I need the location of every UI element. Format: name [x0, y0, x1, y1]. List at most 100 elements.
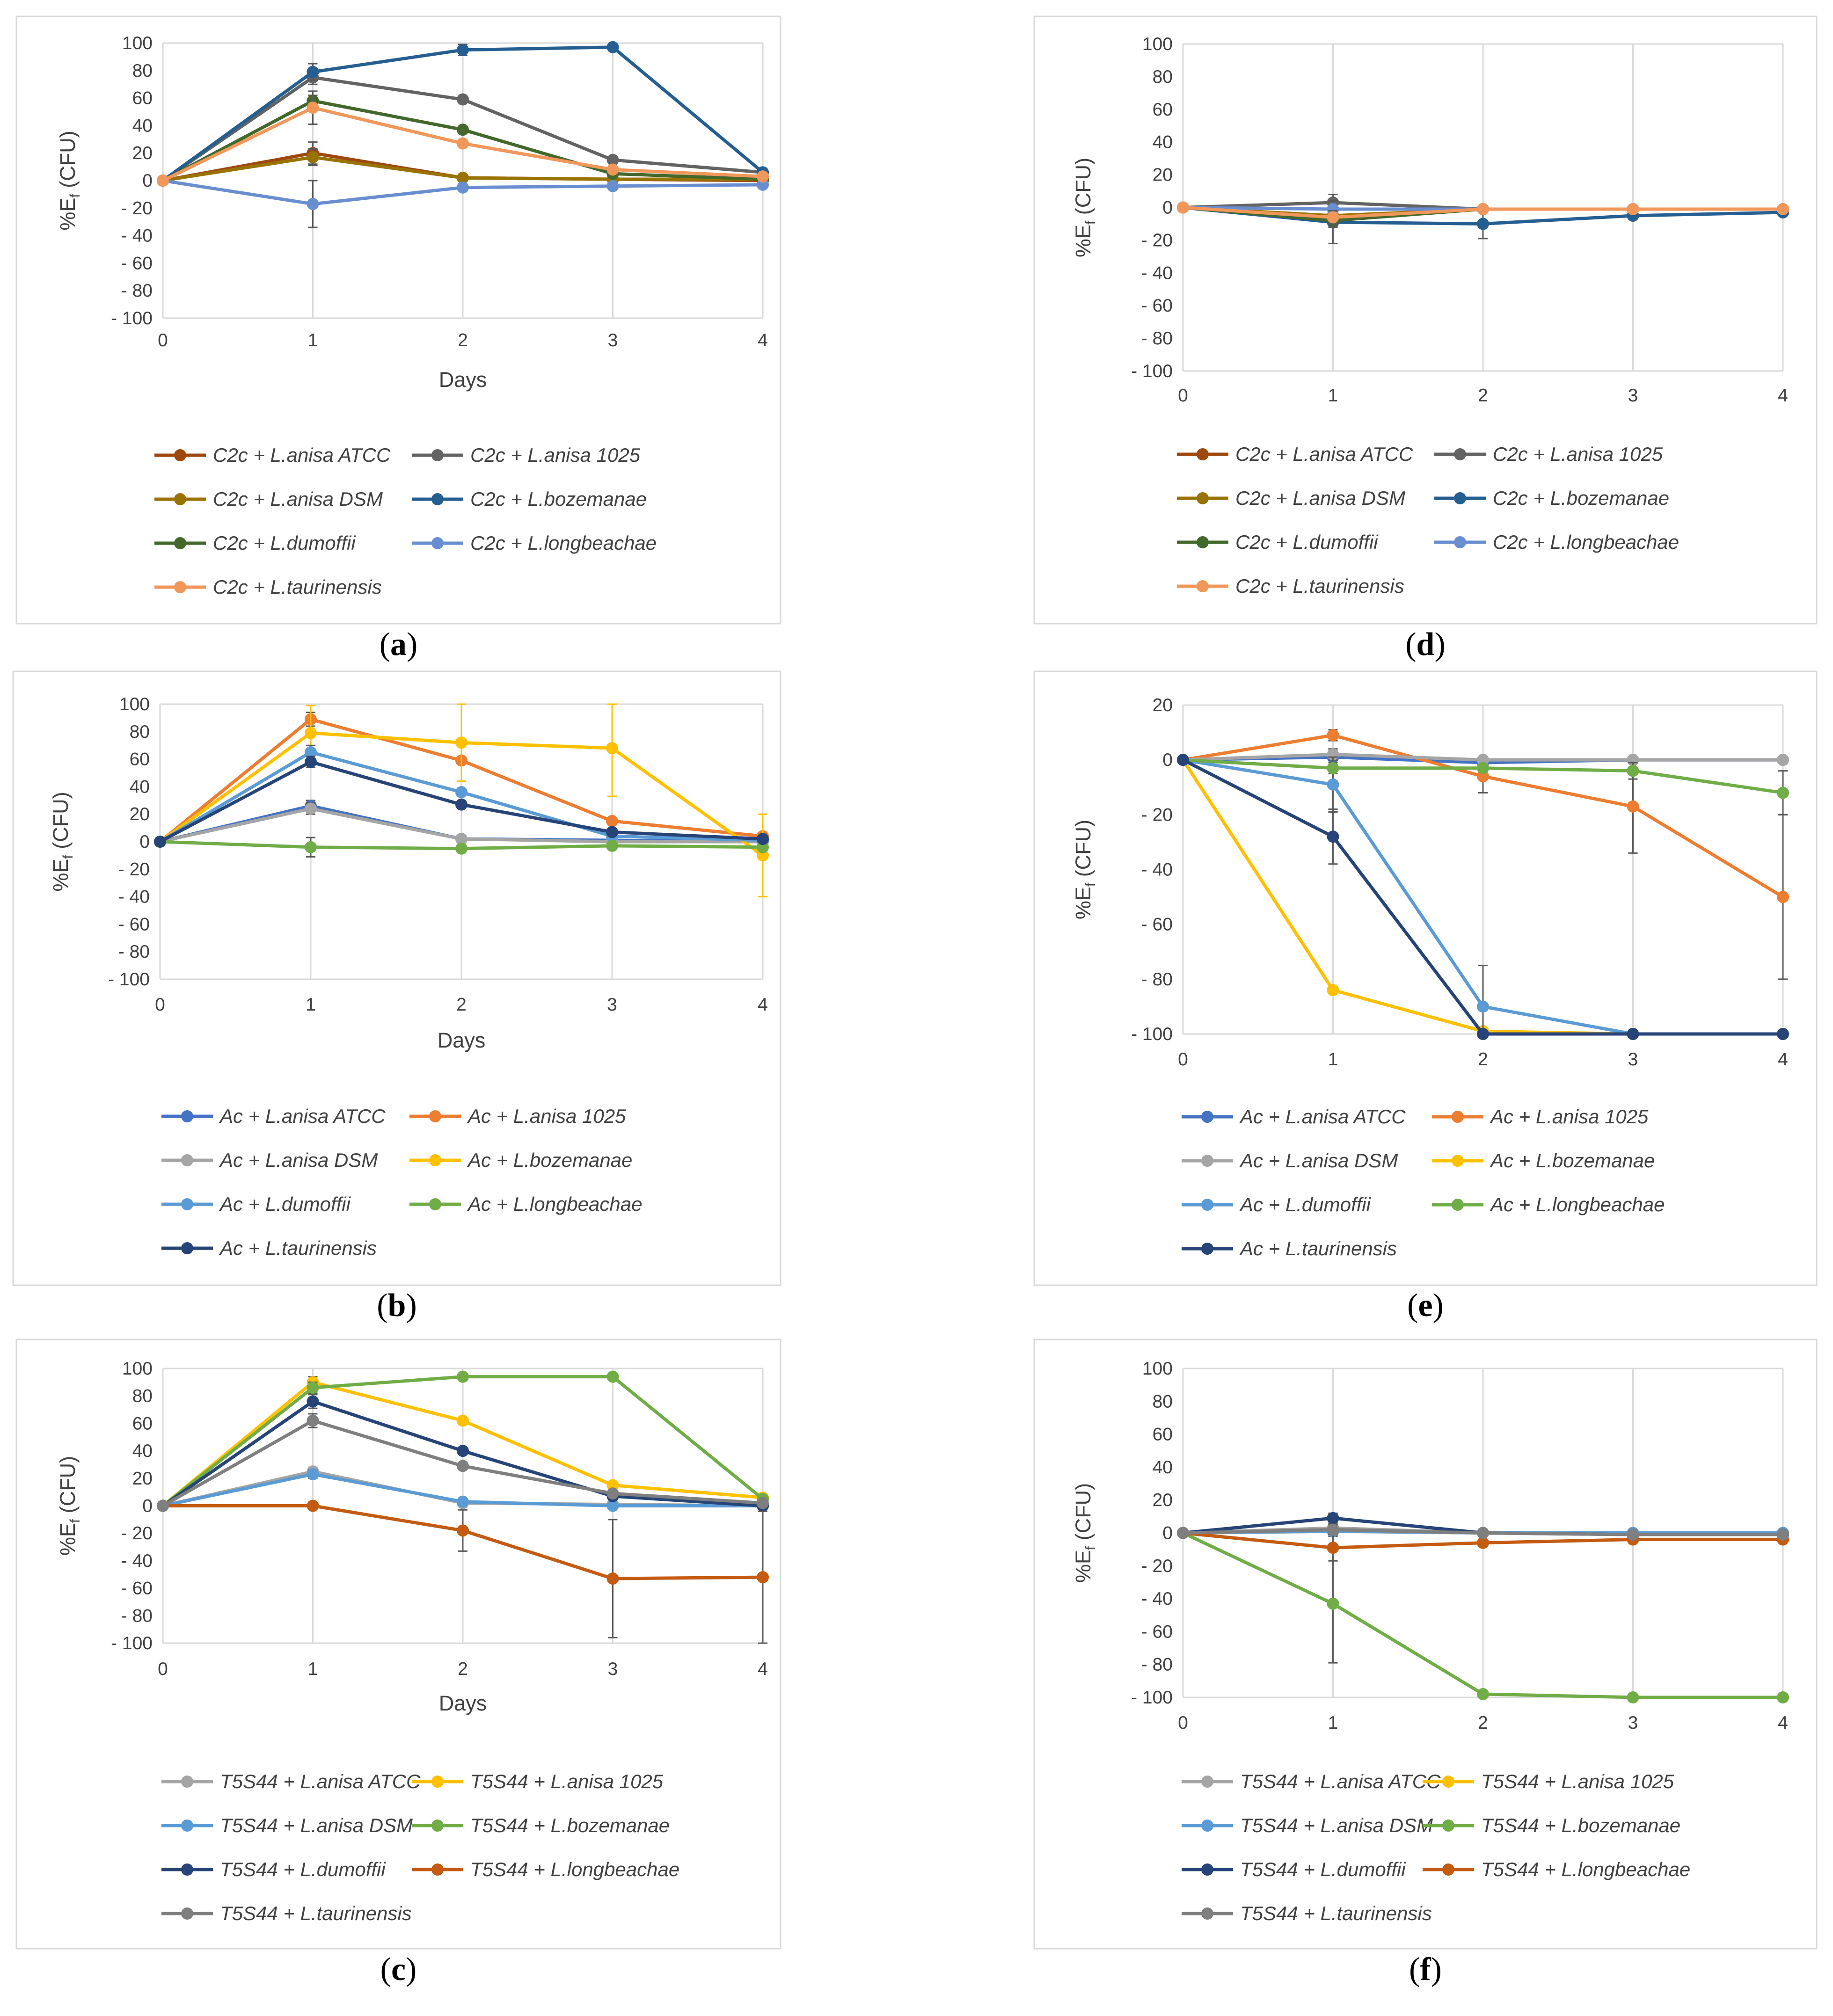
x-tick-label: 2: [1478, 1049, 1488, 1070]
data-point: [1777, 891, 1789, 903]
y-tick-label: 100: [119, 694, 150, 714]
legend-swatch-marker: [431, 1819, 444, 1832]
caption-close-paren: ): [1434, 626, 1445, 662]
y-tick-label: 60: [132, 88, 153, 109]
data-point: [307, 1382, 319, 1394]
data-point: [457, 137, 469, 150]
y-tick-label: 20: [1153, 165, 1173, 185]
series-ac-l-taurinensis: [1177, 754, 1789, 1040]
legend-label: Ac + L.bozemanae: [467, 1149, 632, 1171]
data-point: [307, 102, 319, 114]
panel-caption: (a): [380, 626, 418, 662]
legend-swatch-marker: [174, 537, 186, 549]
legend-entry: C2c + L.anisa DSM: [154, 488, 383, 510]
legend-swatch-marker: [1442, 1819, 1454, 1832]
y-tick-label: - 60: [121, 1579, 153, 1599]
legend-entry: Ac + L.dumoffii: [161, 1193, 351, 1215]
data-point: [606, 815, 618, 827]
data-point: [455, 798, 467, 811]
panel-caption: (f): [1409, 1951, 1442, 1987]
x-tick-label: 4: [758, 1659, 768, 1679]
chart-frame: [1033, 670, 1818, 1286]
legend-swatch-marker: [429, 1154, 441, 1166]
legend-entry: Ac + L.taurinensis: [161, 1237, 377, 1259]
legend-label: C2c + L.longbeachae: [1493, 531, 1679, 553]
legend-swatch-marker: [1454, 536, 1466, 548]
y-tick-label: - 100: [1131, 1688, 1173, 1708]
legend-entry: T5S44 + L.anisa 1025: [1423, 1770, 1674, 1792]
legend-label: C2c + L.taurinensis: [213, 576, 382, 598]
data-point: [1477, 1000, 1489, 1013]
data-point: [157, 175, 169, 187]
data-point: [1777, 1028, 1789, 1040]
x-tick-label: 4: [758, 330, 768, 350]
caption-open-paren: (: [1407, 1288, 1418, 1324]
data-point: [757, 1497, 769, 1509]
y-tick-label: 20: [130, 804, 150, 824]
x-tick-label: 1: [306, 995, 316, 1015]
data-point: [757, 170, 769, 183]
data-point: [606, 180, 619, 192]
y-tick-label: - 40: [1141, 263, 1173, 283]
legend-entry: C2c + L.taurinensis: [154, 576, 382, 598]
legend-entry: C2c + L.anisa ATCC: [154, 444, 391, 466]
y-tick-label: 80: [130, 722, 150, 742]
legend-swatch-marker: [1201, 1111, 1213, 1123]
y-axis-title-subscript: f: [1083, 220, 1098, 225]
legend-label: T5S44 + L.anisa 1025: [1481, 1770, 1674, 1792]
chart-frame: [15, 1339, 781, 1950]
y-axis-title-unit: (CFU): [56, 1456, 80, 1519]
caption-close-paren: ): [1431, 1951, 1442, 1987]
data-point: [606, 1487, 619, 1500]
legend-entry: Ac + L.taurinensis: [1182, 1237, 1397, 1259]
legend-entry: Ac + L.anisa DSM: [161, 1149, 378, 1171]
y-tick-label: 20: [132, 1469, 153, 1489]
legend-swatch-marker: [1197, 492, 1209, 504]
legend-swatch-marker: [1452, 1111, 1464, 1123]
data-point: [307, 1499, 319, 1512]
data-point: [457, 124, 469, 136]
x-tick-label: 1: [1328, 1049, 1338, 1070]
legend-label: C2c + L.anisa 1025: [470, 444, 641, 466]
legend-label: C2c + L.dumoffii: [1235, 531, 1379, 553]
legend-swatch-marker: [1454, 492, 1466, 504]
legend-swatch-marker: [174, 581, 186, 593]
legend-swatch-marker: [1197, 580, 1209, 592]
y-tick-label: 100: [1142, 34, 1173, 54]
legend-label: C2c + L.dumoffii: [213, 532, 356, 554]
legend-entry: C2c + L.dumoffii: [154, 532, 356, 554]
x-tick-label: 3: [607, 995, 617, 1015]
legend-swatch-marker: [181, 1776, 193, 1788]
legend-entry: C2c + L.bozemanae: [412, 488, 647, 510]
legend-label: Ac + L.dumoffii: [1239, 1194, 1372, 1215]
legend-label: Ac + L.anisa 1025: [1489, 1106, 1649, 1128]
data-point: [457, 1370, 469, 1383]
data-point: [1177, 754, 1189, 766]
data-point: [455, 833, 467, 845]
panel-caption: (b): [377, 1288, 417, 1324]
y-tick-label: 80: [1153, 1391, 1173, 1412]
legend-entry: C2c + L.anisa 1025: [412, 444, 641, 466]
legend-entry: T5S44 + L.anisa ATCC: [1182, 1770, 1441, 1792]
data-point: [606, 153, 619, 166]
y-axis-title-subscript: f: [1083, 1546, 1098, 1550]
legend-entry: T5S44 + L.bozemanae: [1423, 1814, 1680, 1836]
y-tick-label: - 40: [121, 226, 153, 246]
legend-entry: Ac + L.anisa ATCC: [161, 1105, 386, 1127]
data-point: [1327, 729, 1339, 742]
legend-label: T5S44 + L.taurinensis: [1240, 1902, 1432, 1924]
legend-swatch-marker: [1197, 448, 1209, 460]
data-point: [457, 1495, 469, 1508]
legend-label: T5S44 + L.anisa ATCC: [1240, 1770, 1441, 1792]
legend-swatch-marker: [1454, 448, 1466, 460]
legend-label: C2c + L.longbeachae: [470, 532, 657, 554]
caption-letter: f: [1420, 1951, 1431, 1987]
y-tick-label: 40: [1153, 132, 1173, 153]
y-tick-label: 80: [132, 61, 153, 81]
x-tick-label: 0: [158, 1659, 168, 1679]
caption-close-paren: ): [406, 1951, 416, 1987]
caption-letter: e: [1418, 1288, 1432, 1324]
data-point: [606, 742, 618, 755]
data-point: [1627, 764, 1639, 777]
data-point: [1627, 203, 1639, 215]
